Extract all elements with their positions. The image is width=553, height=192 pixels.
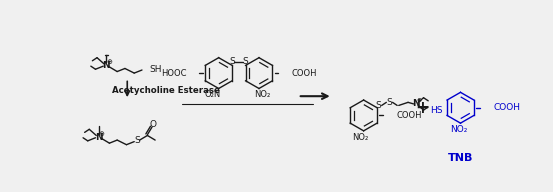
Text: SH: SH <box>150 65 162 74</box>
Text: S: S <box>375 101 382 110</box>
Text: S: S <box>243 57 248 66</box>
Text: COOH: COOH <box>493 103 520 112</box>
Text: S: S <box>387 98 392 107</box>
Text: NO₂: NO₂ <box>352 132 369 142</box>
Text: S: S <box>134 136 140 145</box>
Text: S: S <box>229 57 235 66</box>
Text: NO₂: NO₂ <box>450 125 468 134</box>
Text: +: + <box>415 99 429 117</box>
Text: O₂N: O₂N <box>205 90 221 99</box>
Text: ⊕: ⊕ <box>107 59 112 65</box>
Text: N: N <box>95 132 102 142</box>
Text: Acetycholine Esterase: Acetycholine Esterase <box>112 86 220 95</box>
Text: HS: HS <box>430 106 442 115</box>
Text: COOH: COOH <box>291 69 317 78</box>
Text: TNB: TNB <box>448 153 473 163</box>
Text: N: N <box>102 61 110 70</box>
Text: ⊕: ⊕ <box>416 98 421 103</box>
Text: O: O <box>149 120 156 129</box>
Text: ⊕: ⊕ <box>99 131 105 137</box>
Text: COOH: COOH <box>396 111 422 120</box>
Text: HOOC: HOOC <box>161 69 186 78</box>
Text: NO₂: NO₂ <box>254 90 270 99</box>
Text: N: N <box>412 99 420 108</box>
